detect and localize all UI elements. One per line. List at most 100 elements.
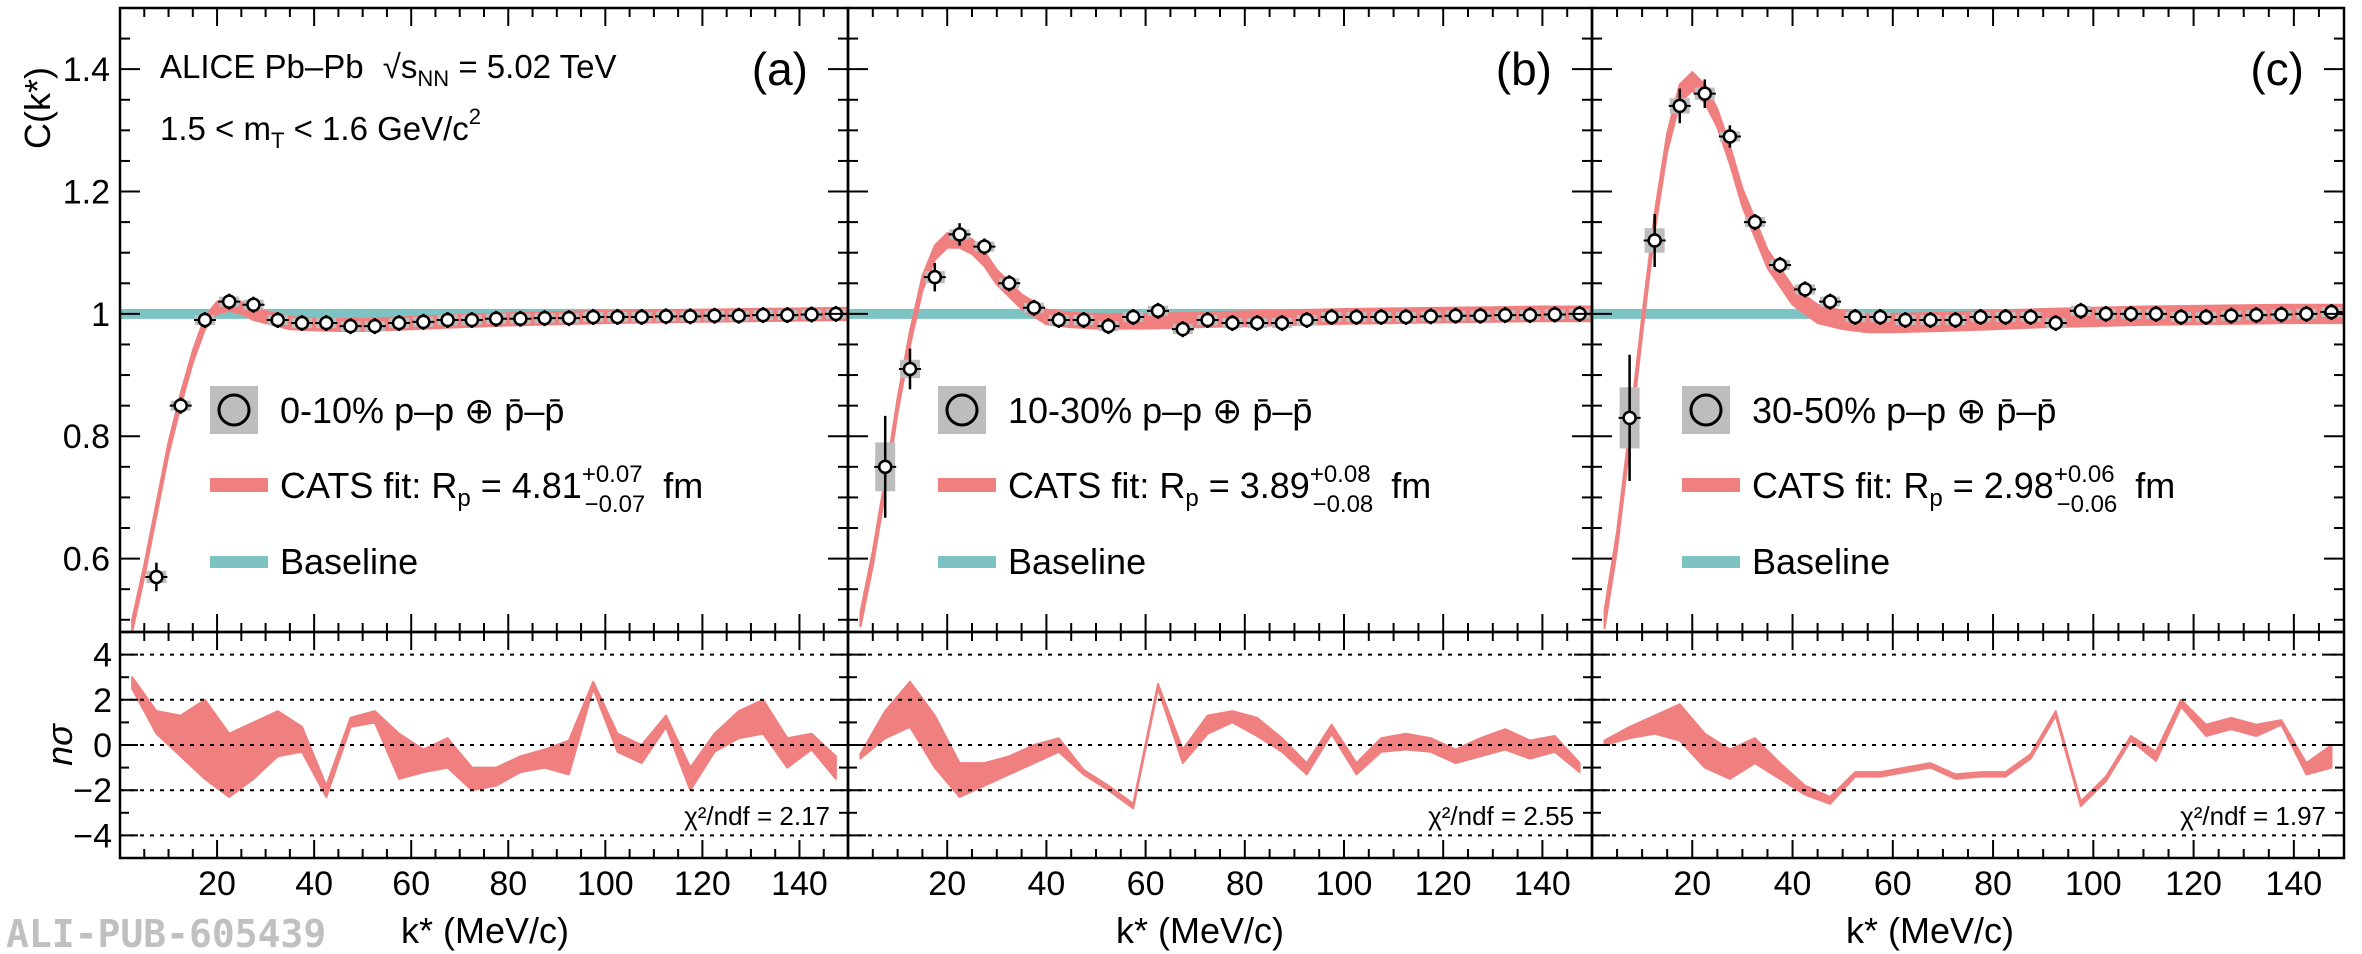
x-tick-label: 20: [928, 865, 966, 903]
data-point: [1249, 315, 1265, 331]
data-point: [585, 309, 601, 325]
x-axis-label-a: k* (MeV/c): [401, 910, 569, 951]
data-point: [1349, 309, 1364, 325]
data-point: [221, 294, 237, 309]
nsigma-band: [131, 676, 837, 798]
y-tick-label: 4: [93, 637, 112, 675]
nsigma-band: [859, 680, 1581, 810]
data-point: [1647, 233, 1662, 248]
x-tick-label: 40: [1774, 865, 1812, 903]
y-axis-label-top: C(k*): [17, 67, 58, 149]
x-tick-label: 80: [1226, 865, 1264, 903]
data-point: [1522, 307, 1538, 323]
y-tick-label: 0: [93, 727, 112, 765]
data-point: [440, 312, 455, 328]
x-tick-label: 20: [198, 865, 236, 903]
data-point: [2073, 303, 2089, 319]
y-tick-label: −2: [73, 772, 112, 810]
data-point: [197, 312, 213, 328]
legend-fit-label: CATS fit: Rp = 4.81+0.07 −0.07 fm: [280, 461, 703, 518]
data-point: [707, 308, 722, 323]
legend-fit-swatch: [1682, 478, 1740, 492]
data-point: [1125, 309, 1141, 325]
data-point: [1299, 312, 1315, 328]
x-tick-label: 60: [1127, 865, 1165, 903]
legend-pair-label: 0-10% p–p ⊕ p̄–p̄: [280, 390, 564, 431]
legend-baseline-swatch: [938, 556, 996, 568]
legend-fit-swatch: [938, 478, 996, 492]
data-point: [804, 307, 819, 322]
data-point: [1150, 303, 1166, 319]
panel-b: 20 40 60 80 100 120 140 (b) 10-30% p–p ⊕ p̄–p̄ CA…: [846, 6, 1594, 903]
x-tick-label: 60: [1874, 865, 1912, 903]
data-point: [634, 309, 649, 325]
x-axis-label-b: k* (MeV/c): [1116, 910, 1284, 951]
data-point: [1448, 308, 1463, 323]
data-point: [1747, 214, 1763, 230]
chi2-label: χ²/ndf = 2.55: [1428, 801, 1574, 831]
data-point: [1324, 309, 1339, 325]
data-point: [2098, 306, 2114, 322]
data-point: [1373, 309, 1389, 325]
x-tick-label: 120: [674, 865, 731, 903]
y-tick-label: 2: [93, 682, 112, 720]
y-tick-label: 0.8: [63, 418, 110, 456]
data-point: [1697, 86, 1713, 101]
data-point: [610, 309, 625, 325]
y-axis-label-bottom: nσ: [39, 723, 80, 766]
data-point: [2249, 307, 2264, 323]
legend-marker-circle: [945, 393, 979, 427]
data-point: [1101, 318, 1116, 334]
y-tick-label: 0.6: [63, 541, 110, 579]
data-point: [1822, 294, 1838, 309]
data-point: [2198, 309, 2214, 325]
x-tick-label: 100: [2065, 865, 2122, 903]
legend-fit-label: CATS fit: Rp = 3.89+0.08 −0.08 fm: [1008, 461, 1431, 518]
x-tick-label: 100: [577, 865, 634, 903]
data-point: [294, 315, 310, 331]
data-point: [1051, 312, 1067, 328]
legend-baseline-label: Baseline: [1008, 541, 1146, 582]
x-tick-label: 120: [2165, 865, 2222, 903]
data-point: [1898, 312, 1913, 328]
data-point: [2324, 304, 2339, 320]
data-point: [1973, 309, 1988, 325]
chi2-label: χ²/ndf = 1.97: [2180, 801, 2326, 831]
x-tick-label: 100: [1316, 865, 1373, 903]
mt-range-label: 1.5 < mT < 1.6 GeV/c2: [160, 104, 481, 153]
experiment-label: ALICE Pb–Pb √sNN = 5.02 TeV: [160, 48, 616, 91]
data-point: [2023, 309, 2038, 325]
data-point: [561, 310, 577, 326]
data-point: [1001, 276, 1017, 291]
data-point: [2048, 315, 2063, 331]
data-point: [367, 318, 383, 334]
data-point: [270, 312, 285, 328]
data-point: [1423, 309, 1439, 324]
data-point: [731, 308, 747, 323]
data-point: [2123, 306, 2139, 322]
data-point: [391, 315, 407, 331]
data-point: [2148, 306, 2164, 322]
x-tick-label: 40: [1027, 865, 1065, 903]
data-point: [1274, 315, 1290, 331]
data-point: [343, 318, 358, 334]
data-point: [1547, 307, 1563, 322]
data-point: [1026, 300, 1042, 316]
data-point: [2173, 309, 2189, 325]
data-point: [319, 315, 334, 331]
data-point: [1497, 307, 1513, 323]
cats-fit-band: [1603, 70, 2345, 630]
data-point: [1076, 312, 1091, 328]
legend-fit-label: CATS fit: Rp = 2.98+0.06 −0.06 fm: [1752, 461, 2175, 518]
legend-marker-circle: [217, 393, 251, 427]
chi2-label: χ²/ndf = 2.17: [684, 801, 830, 831]
legend-pair-label: 10-30% p–p ⊕ p̄–p̄: [1008, 390, 1312, 431]
data-point: [877, 459, 893, 475]
data-point: [780, 307, 795, 323]
panel-tag: (b): [1496, 43, 1552, 95]
x-tick-label: 80: [489, 865, 527, 903]
data-point: [658, 309, 674, 324]
legend-marker-box: [1682, 386, 1730, 434]
data-point: [416, 314, 431, 330]
